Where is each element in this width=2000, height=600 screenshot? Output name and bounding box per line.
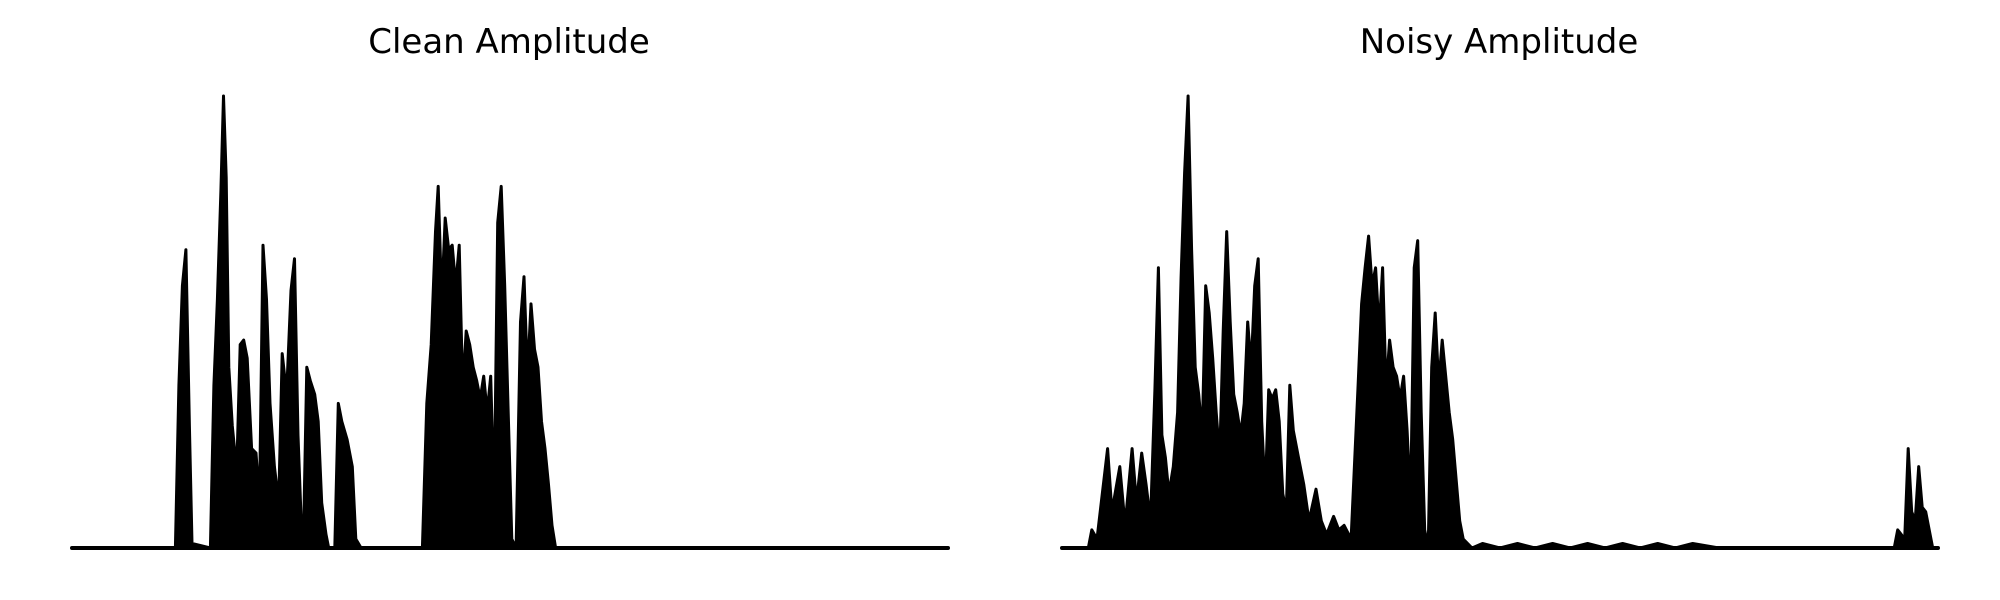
clean-amplitude-plot xyxy=(70,94,950,550)
amplitude-envelope-series xyxy=(70,94,950,550)
noisy-amplitude-panel: Noisy Amplitude xyxy=(1000,0,2000,600)
chart-title: Noisy Amplitude xyxy=(1359,22,1639,62)
clean-amplitude-panel: Clean Amplitude xyxy=(70,22,950,550)
amplitude-envelope-series xyxy=(1060,94,1940,550)
chart-title: Clean Amplitude xyxy=(368,22,650,62)
noisy-amplitude-plot xyxy=(1060,94,1940,550)
